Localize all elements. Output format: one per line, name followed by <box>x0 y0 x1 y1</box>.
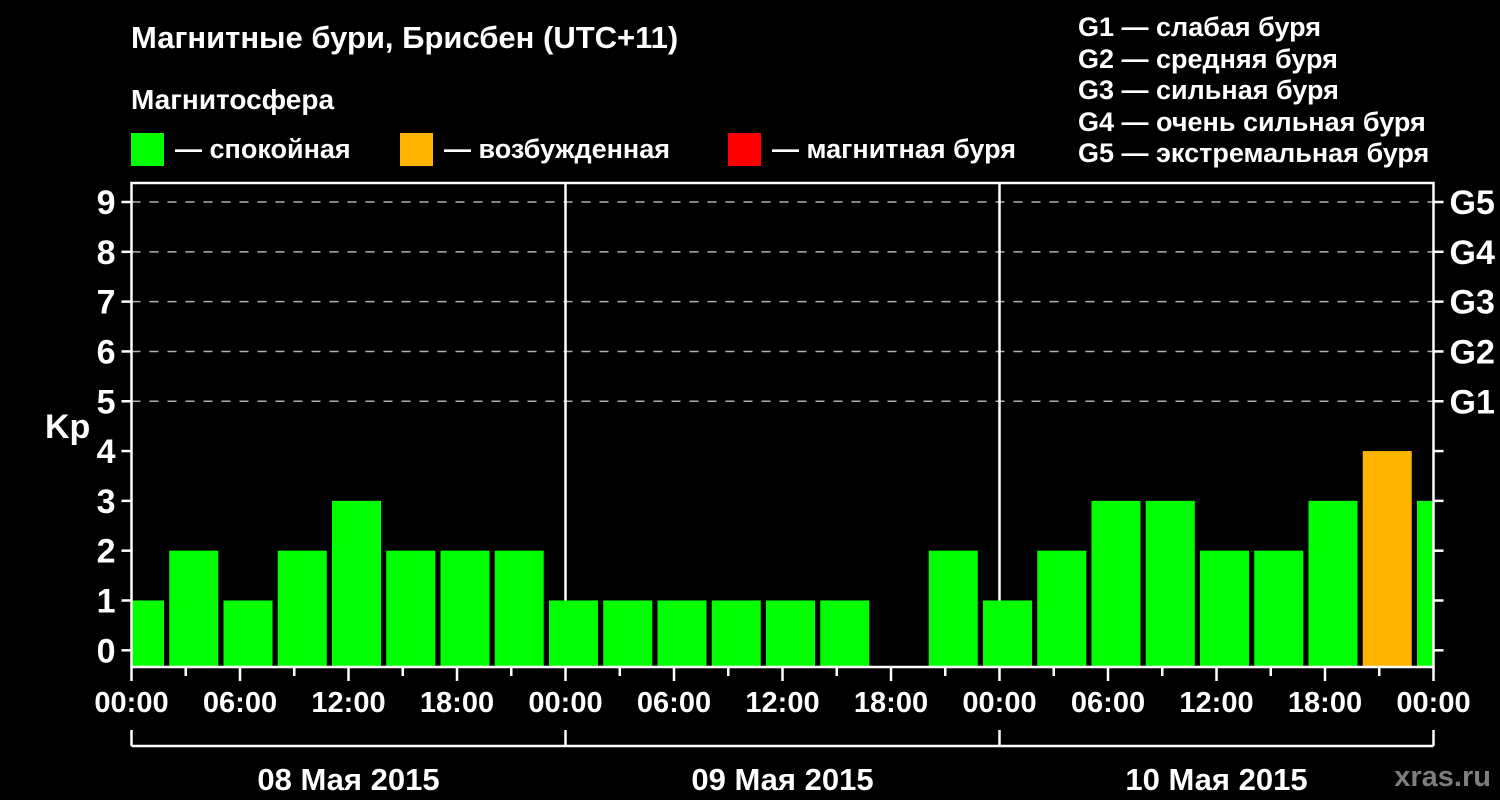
g-level-label: G4 <box>1450 234 1495 272</box>
kp-bar <box>603 600 653 667</box>
y-axis-title: Kp <box>45 408 90 446</box>
legend-label-storm: — магнитная буря <box>772 134 1016 164</box>
y-tick-label: 2 <box>97 533 116 571</box>
g-legend-line-4: G4 — очень сильная буря <box>1078 106 1426 137</box>
y-tick-label: 7 <box>97 284 116 322</box>
time-label: 00:00 <box>528 687 602 719</box>
time-label: 00:00 <box>962 687 1036 719</box>
kp-bar <box>928 550 978 667</box>
kp-bar <box>983 600 1032 667</box>
time-label: 18:00 <box>854 687 928 719</box>
time-label: 12:00 <box>745 687 819 719</box>
unsettled-swatch-icon <box>400 133 433 166</box>
g-scale-legend: G1 — слабая буря G2 — средняя буря G3 — … <box>1078 12 1429 170</box>
kp-bar <box>766 600 815 667</box>
magnetosphere-label: Магнитосфера <box>131 84 335 115</box>
g-level-label: G2 <box>1450 333 1495 371</box>
kp-bar <box>1362 451 1412 667</box>
kp-bar <box>1037 550 1087 667</box>
kp-bar <box>711 600 761 667</box>
quiet-swatch-icon <box>131 133 164 166</box>
page-title: Магнитные бури, Брисбен (UTC+11) <box>131 20 679 55</box>
kp-bar <box>223 600 273 667</box>
kp-bar <box>277 550 327 667</box>
time-label: 12:00 <box>311 687 385 719</box>
time-label: 00:00 <box>1396 687 1470 719</box>
g-legend-line-5: G5 — экстремальная буря <box>1078 138 1430 168</box>
kp-bar <box>494 550 544 667</box>
legend-label-quiet: — спокойная <box>175 134 351 164</box>
y-tick-label: 0 <box>97 632 116 670</box>
kp-bar <box>1091 500 1141 667</box>
time-label: 06:00 <box>1071 687 1145 719</box>
kp-bar <box>657 600 707 667</box>
time-label: 06:00 <box>637 687 711 719</box>
y-tick-label: 3 <box>97 483 116 521</box>
storm-swatch-icon <box>728 133 761 166</box>
kp-bar <box>440 550 490 667</box>
g-legend-line-1: G1 — слабая буря <box>1078 12 1322 42</box>
time-label: 18:00 <box>1288 687 1362 719</box>
y-tick-label: 5 <box>97 383 116 421</box>
time-label: 06:00 <box>203 687 277 719</box>
legend-label-unsettled: — возбужденная <box>444 134 670 164</box>
g-legend-line-3: G3 — сильная буря <box>1078 75 1339 105</box>
kp-bar <box>131 600 164 667</box>
g-level-label: G3 <box>1450 284 1495 322</box>
kp-bar <box>1200 550 1249 667</box>
g-level-label: G5 <box>1450 184 1495 222</box>
kp-bar <box>820 600 870 667</box>
kp-bar <box>1145 500 1195 667</box>
date-label: 08 Мая 2015 <box>257 762 439 797</box>
kp-bar <box>1254 550 1304 667</box>
legend-item-quiet: — спокойная <box>131 133 351 166</box>
legend-item-storm: — магнитная буря <box>728 133 1016 166</box>
kp-bar <box>169 550 219 667</box>
y-tick-label: 8 <box>97 234 116 272</box>
y-tick-label: 4 <box>97 433 116 471</box>
kp-bar <box>1417 500 1434 667</box>
kp-bar <box>332 500 381 667</box>
kp-bar <box>386 550 436 667</box>
y-tick-label: 6 <box>97 333 116 371</box>
time-label: 00:00 <box>94 687 168 719</box>
legend-item-unsettled: — возбужденная <box>400 133 670 166</box>
g-legend-line-2: G2 — средняя буря <box>1078 43 1338 74</box>
time-label: 18:00 <box>420 687 494 719</box>
date-label: 10 Мая 2015 <box>1125 762 1307 797</box>
date-label: 09 Мая 2015 <box>691 762 873 797</box>
time-label: 12:00 <box>1179 687 1253 719</box>
y-tick-label: 9 <box>97 184 116 222</box>
kp-bar <box>1308 500 1358 667</box>
g-level-label: G1 <box>1450 383 1495 421</box>
bars-group <box>131 451 1434 667</box>
y-tick-label: 1 <box>97 582 116 620</box>
xras-watermark: xras.ru <box>1394 761 1491 793</box>
kp-bar <box>549 600 598 667</box>
